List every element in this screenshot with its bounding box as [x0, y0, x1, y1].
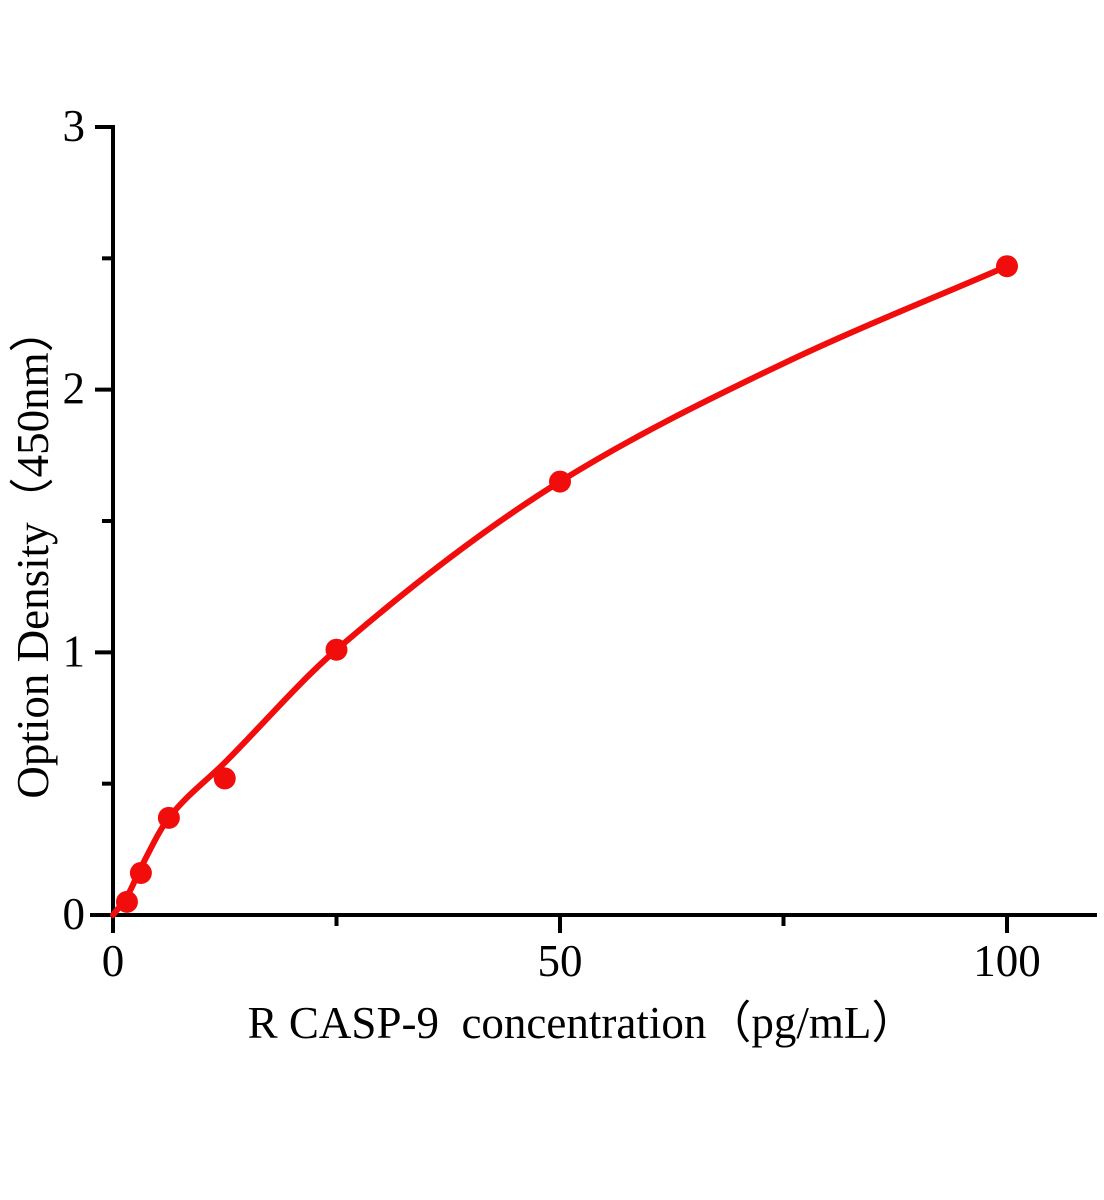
data-point	[549, 470, 571, 493]
data-point	[129, 861, 152, 884]
data-point	[213, 767, 236, 790]
y-tick-label: 1	[63, 626, 86, 676]
data-point	[996, 255, 1018, 278]
y-tick-label: 3	[63, 101, 86, 151]
y-tick-label: 2	[63, 364, 86, 414]
data-point	[325, 638, 348, 661]
data-point	[157, 806, 180, 829]
data-point	[115, 890, 138, 913]
x-tick-label: 0	[102, 936, 125, 986]
x-axis-title: R CASP-9 concentration（pg/mL）	[247, 998, 917, 1048]
x-tick-label: 100	[973, 936, 1041, 986]
y-tick-label: 0	[63, 889, 86, 939]
fitted-curve	[110, 263, 1010, 918]
x-tick-label: 50	[538, 936, 583, 986]
y-axis-title: Option Density（450nm）	[8, 307, 58, 799]
